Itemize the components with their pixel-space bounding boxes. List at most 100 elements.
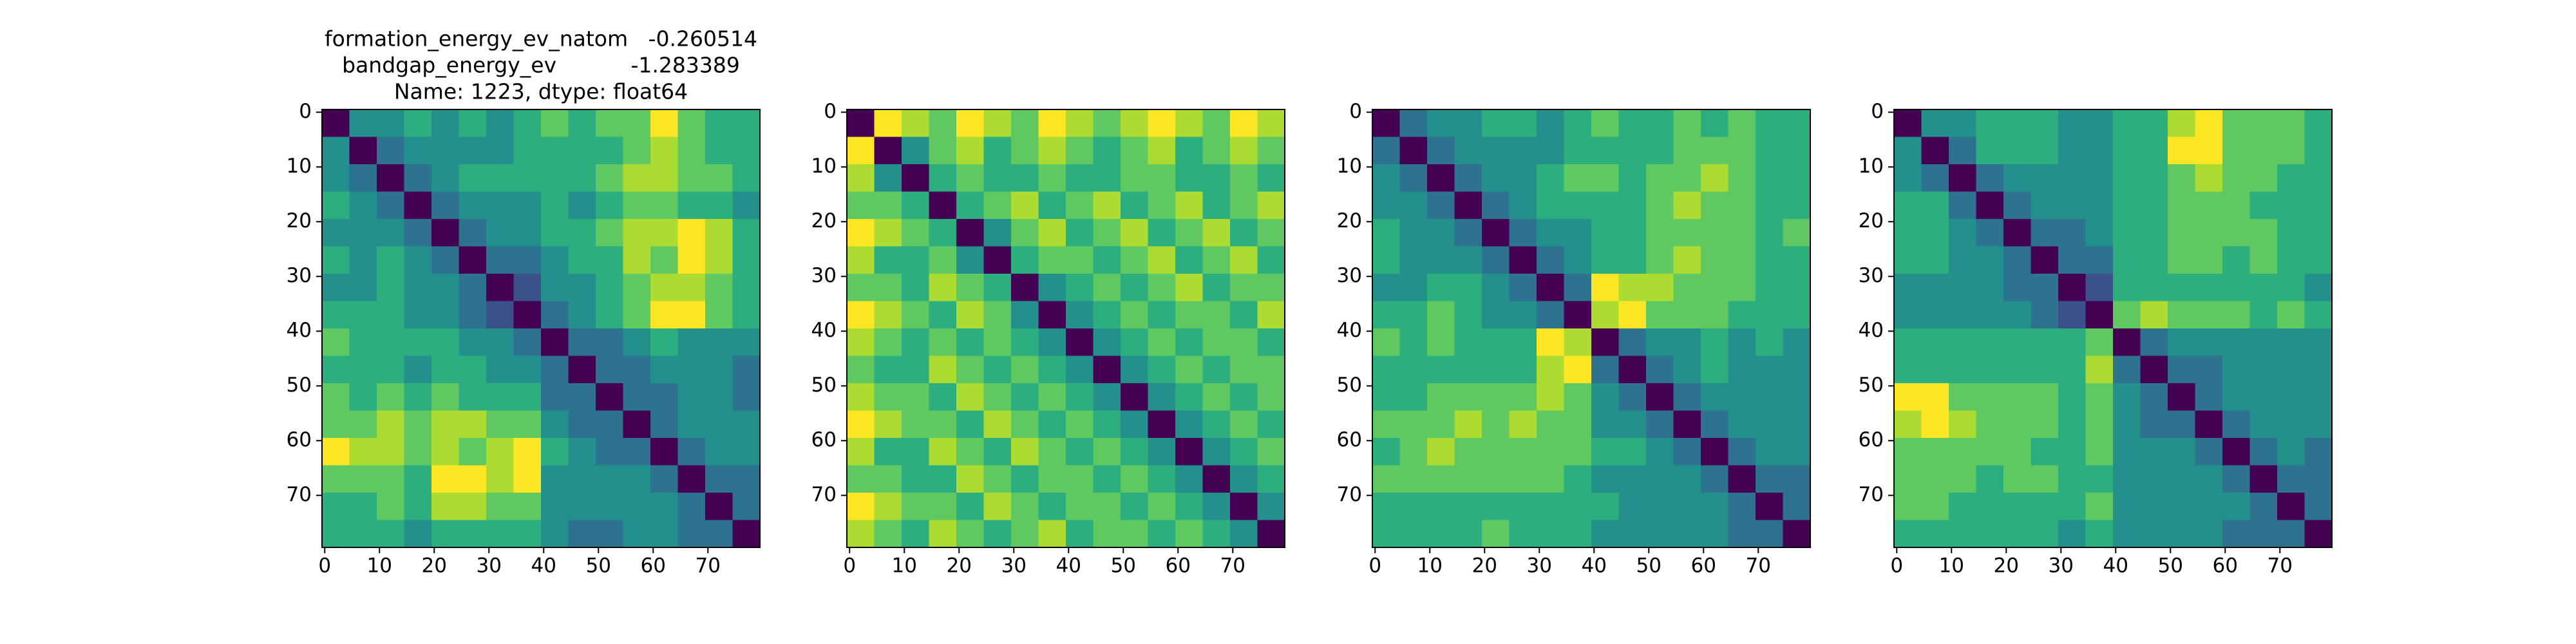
heatmap-cell bbox=[1673, 355, 1701, 384]
heatmap-cell bbox=[1921, 164, 1949, 193]
heatmap-cell bbox=[705, 164, 734, 193]
heatmap-cell bbox=[677, 383, 706, 412]
heatmap-cell bbox=[2277, 383, 2306, 412]
heatmap-cell bbox=[983, 246, 1012, 274]
heatmap-cell bbox=[1646, 465, 1674, 493]
heatmap-cell bbox=[677, 493, 706, 521]
heatmap-cell bbox=[956, 328, 985, 357]
heatmap-cell bbox=[1564, 355, 1592, 384]
heatmap-cell bbox=[513, 328, 542, 357]
heatmap-cell bbox=[513, 301, 542, 329]
heatmap-cell bbox=[677, 246, 706, 274]
heatmap-cell bbox=[1701, 137, 1729, 165]
heatmap-cell bbox=[902, 493, 930, 521]
heatmap-cell bbox=[2168, 493, 2196, 521]
heatmap-cell bbox=[956, 465, 985, 493]
heatmap-cell bbox=[1093, 520, 1121, 548]
heatmap-cell bbox=[956, 274, 985, 302]
heatmap-cell bbox=[322, 301, 350, 329]
heatmap-cell bbox=[2031, 109, 2059, 138]
y-tick-label: 20 bbox=[1337, 209, 1362, 232]
heatmap-cell bbox=[1509, 383, 1537, 412]
heatmap-cell bbox=[2222, 410, 2251, 439]
heatmap-cell bbox=[1066, 109, 1094, 138]
heatmap-cell bbox=[1454, 438, 1482, 466]
heatmap-cell bbox=[650, 246, 679, 274]
heatmap-cell bbox=[2168, 355, 2196, 384]
heatmap-cell bbox=[732, 137, 761, 165]
heatmap-cell bbox=[1591, 410, 1620, 439]
heatmap-cell bbox=[2304, 328, 2333, 357]
heatmap-cell bbox=[2222, 109, 2251, 138]
heatmap-cell bbox=[1728, 109, 1756, 138]
heatmap-cell bbox=[2249, 328, 2278, 357]
heatmap-cell bbox=[623, 438, 651, 466]
heatmap-cell bbox=[1427, 520, 1455, 548]
heatmap-cell bbox=[2249, 274, 2278, 302]
heatmap-cell bbox=[929, 520, 957, 548]
heatmap-cell bbox=[1783, 246, 1811, 274]
heatmap-cell bbox=[956, 355, 985, 384]
heatmap-cell bbox=[459, 465, 487, 493]
heatmap-cell bbox=[2304, 410, 2333, 439]
heatmap-cell bbox=[1257, 164, 1285, 193]
heatmap-cell bbox=[1673, 383, 1701, 412]
heatmap-cell bbox=[1202, 137, 1231, 165]
heatmap-cell bbox=[1148, 465, 1176, 493]
heatmap-cell bbox=[1646, 274, 1674, 302]
heatmap-cell bbox=[322, 383, 350, 412]
heatmap-cell bbox=[486, 383, 515, 412]
heatmap-cell bbox=[322, 191, 350, 220]
heatmap-cell bbox=[2140, 520, 2168, 548]
heatmap-cell bbox=[541, 137, 569, 165]
heatmap-cell bbox=[1509, 438, 1537, 466]
heatmap-cell bbox=[431, 137, 460, 165]
heatmap-cell bbox=[623, 301, 651, 329]
heatmap-cell bbox=[650, 109, 679, 138]
heatmap-cell bbox=[1509, 493, 1537, 521]
heatmap-cell bbox=[404, 109, 432, 138]
y-tick-label: 10 bbox=[811, 155, 837, 178]
heatmap-cell bbox=[486, 164, 515, 193]
heatmap-cell bbox=[705, 274, 734, 302]
heatmap-cell bbox=[983, 520, 1012, 548]
heatmap-cell bbox=[1230, 219, 1258, 247]
x-tick-label: 20 bbox=[422, 554, 447, 578]
heatmap-cell bbox=[1673, 274, 1701, 302]
heatmap-cell bbox=[1673, 520, 1701, 548]
heatmap-cell bbox=[486, 191, 515, 220]
heatmap-cell bbox=[1537, 410, 1565, 439]
heatmap-cell bbox=[1646, 164, 1674, 193]
heatmap-cell bbox=[2304, 164, 2333, 193]
heatmap-cell bbox=[1756, 219, 1784, 247]
x-tick-label: 10 bbox=[367, 554, 392, 578]
heatmap-cell bbox=[847, 137, 875, 165]
heatmap-cell bbox=[1701, 274, 1729, 302]
heatmap-cell bbox=[2058, 328, 2087, 357]
heatmap-cell bbox=[404, 164, 432, 193]
heatmap-cell bbox=[1537, 438, 1565, 466]
heatmap-cell bbox=[1202, 465, 1231, 493]
heatmap-cell bbox=[568, 355, 596, 384]
heatmap-cell bbox=[1783, 438, 1811, 466]
heatmap-cell bbox=[431, 328, 460, 357]
heatmap-cell bbox=[2085, 465, 2114, 493]
heatmap-cell bbox=[1976, 355, 2004, 384]
heatmap-cell bbox=[1066, 328, 1094, 357]
axes-frame bbox=[846, 109, 1285, 548]
heatmap-cell bbox=[983, 438, 1012, 466]
heatmap-cell bbox=[404, 137, 432, 165]
heatmap-cell bbox=[568, 493, 596, 521]
heatmap-cell bbox=[929, 355, 957, 384]
heatmap-cell bbox=[1257, 465, 1285, 493]
heatmap-cell bbox=[2058, 383, 2087, 412]
heatmap-cell bbox=[929, 191, 957, 220]
heatmap-cell bbox=[431, 520, 460, 548]
heatmap-cell bbox=[568, 520, 596, 548]
heatmap-cell bbox=[1921, 355, 1949, 384]
heatmap-cell bbox=[732, 355, 761, 384]
heatmap-cell bbox=[1921, 465, 1949, 493]
heatmap-cell bbox=[1011, 493, 1039, 521]
heatmap-cell bbox=[2222, 438, 2251, 466]
heatmap-cell bbox=[983, 109, 1012, 138]
